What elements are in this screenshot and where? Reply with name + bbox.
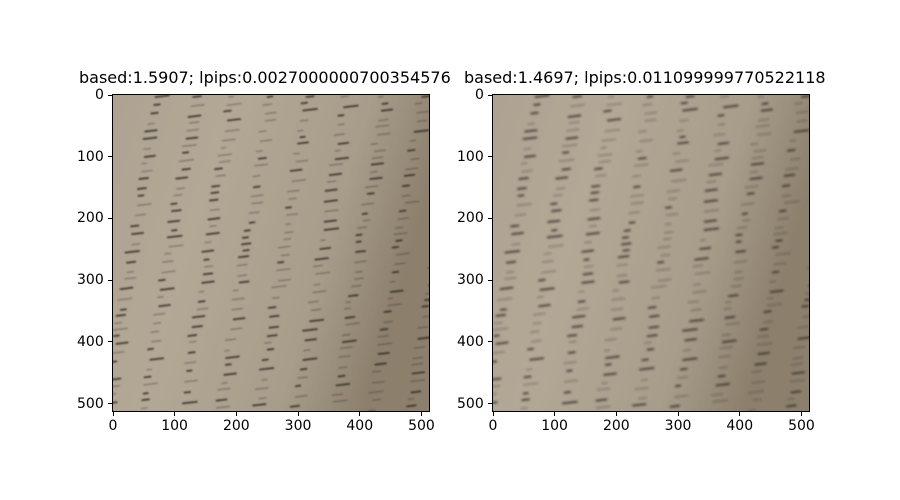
y-tick-mark [108,341,112,343]
y-tick-label: 500 [77,395,104,412]
x-tick-mark [112,412,114,416]
blurred-handwritten-page-image [113,95,429,411]
y-tick-mark [488,94,492,96]
blurred-handwritten-page-image [493,95,809,411]
y-tick-label: 300 [457,272,484,289]
y-tick-mark [108,403,112,405]
x-tick-label: 500 [408,418,435,434]
panel-title-left: based:1.5907; lpips:0.002700000070035457… [79,68,451,87]
x-tick-mark [421,412,423,416]
x-tick-mark [739,412,741,416]
panel-title-right: based:1.4697; lpips:0.011099999770522118 [464,68,826,87]
paper-background [493,95,809,411]
y-tick-mark [108,94,112,96]
y-tick-label: 200 [77,210,104,227]
x-tick-label: 100 [161,418,188,434]
x-tick-label: 400 [346,418,374,434]
y-tick-mark [108,279,112,281]
y-tick-mark [108,217,112,219]
x-tick-label: 300 [664,418,692,434]
y-tick-label: 100 [457,148,484,165]
y-tick-mark [488,156,492,158]
y-tick-mark [108,156,112,158]
handwriting-strokes [113,95,429,411]
paper-background [113,95,429,411]
x-tick-mark [174,412,176,416]
y-tick-label: 300 [77,272,104,289]
x-tick-mark [492,412,494,416]
x-tick-mark [359,412,361,416]
y-tick-label: 500 [457,395,484,412]
x-tick-label: 200 [602,418,630,434]
x-tick-mark [677,412,679,416]
y-tick-mark [488,341,492,343]
x-tick-label: 300 [284,418,312,434]
handwriting-strokes [493,95,809,411]
x-tick-label: 0 [108,418,118,434]
x-tick-label: 0 [488,418,498,434]
x-tick-label: 400 [726,418,754,434]
y-tick-label: 0 [95,87,104,103]
y-tick-label: 0 [475,87,484,103]
x-tick-mark [801,412,803,416]
y-tick-label: 100 [77,148,104,165]
image-panel-left [112,94,430,412]
x-tick-mark [615,412,617,416]
y-tick-label: 200 [457,210,484,227]
x-tick-label: 500 [788,418,815,434]
y-tick-mark [488,403,492,405]
x-tick-mark [235,412,237,416]
x-tick-mark [297,412,299,416]
x-tick-label: 100 [541,418,568,434]
y-tick-label: 400 [457,333,484,350]
image-panel-right [492,94,810,412]
x-tick-label: 200 [222,418,250,434]
y-tick-mark [488,217,492,219]
y-tick-label: 400 [77,333,104,350]
y-tick-mark [488,279,492,281]
x-tick-mark [554,412,556,416]
